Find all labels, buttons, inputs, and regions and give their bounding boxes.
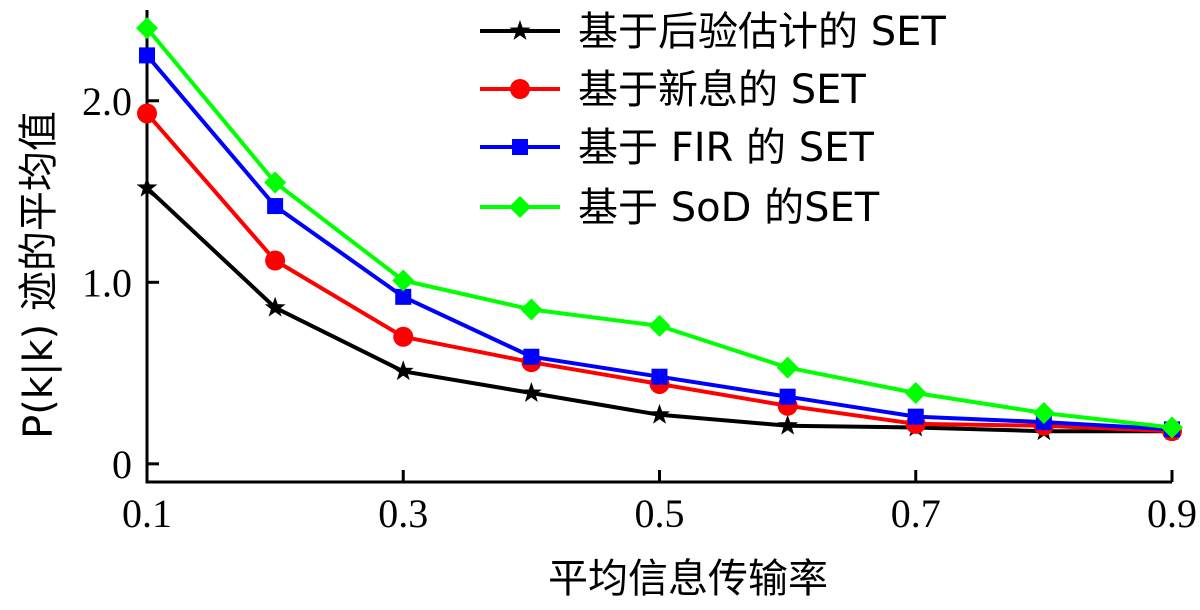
- legend-item: 基于 FIR 的 SET: [480, 125, 874, 171]
- data-point: [523, 348, 540, 365]
- data-point: [1161, 416, 1183, 439]
- y-tick-label: 2.0: [82, 79, 132, 124]
- data-point: [392, 360, 414, 381]
- legend-label: 基于新息的 SET: [578, 67, 866, 113]
- legend-swatch-marker: [509, 196, 531, 218]
- data-point: [265, 250, 286, 271]
- data-point: [779, 388, 796, 405]
- legend-swatch-marker: [510, 79, 530, 99]
- data-point: [392, 269, 415, 292]
- data-point: [1032, 402, 1055, 425]
- data-point: [395, 288, 412, 305]
- legend-swatch-marker: [509, 20, 531, 40]
- x-tick-label: 0.5: [635, 491, 685, 536]
- data-point: [136, 17, 158, 40]
- y-tick-label: 0: [112, 442, 132, 487]
- data-point: [139, 47, 155, 64]
- data-point: [520, 298, 543, 321]
- data-point: [267, 198, 284, 215]
- data-point: [649, 403, 670, 424]
- x-axis-title: 平均信息传输率: [548, 556, 828, 602]
- x-ticks: 0.1 0.3 0.5 0.7 0.9: [122, 470, 1197, 536]
- legend-item: 基于 SoD 的SET: [480, 185, 880, 231]
- series-layer: [136, 17, 1183, 442]
- data-point: [264, 296, 286, 317]
- x-tick-label: 0.1: [122, 491, 172, 536]
- y-axis-title: P(k|k) 迹的平均值: [16, 111, 62, 439]
- data-point: [137, 103, 157, 124]
- x-tick-label: 0.7: [891, 491, 941, 536]
- series-diamond: [136, 17, 1183, 439]
- x-tick-label: 0.9: [1147, 491, 1197, 536]
- data-point: [776, 356, 799, 379]
- legend: 基于后验估计的 SET 基于新息的 SET 基于 FIR 的 SET 基于 SoD 的…: [480, 9, 946, 231]
- y-ticks: 0 1.0 2.0: [82, 79, 159, 487]
- legend-label: 基于后验估计的 SET: [578, 9, 946, 55]
- y-tick-label: 1.0: [82, 260, 132, 305]
- x-tick-label: 0.3: [378, 491, 428, 536]
- legend-label: 基于 FIR 的 SET: [578, 125, 874, 171]
- data-point: [136, 176, 158, 197]
- data-point: [907, 408, 924, 425]
- legend-swatch-marker: [512, 139, 528, 155]
- data-point: [651, 368, 668, 385]
- data-point: [520, 382, 542, 402]
- data-point: [904, 382, 927, 405]
- legend-label: 基于 SoD 的SET: [578, 185, 880, 231]
- data-point: [648, 314, 671, 337]
- legend-item: 基于新息的 SET: [480, 67, 866, 113]
- data-point: [777, 414, 799, 435]
- legend-item: 基于后验估计的 SET: [480, 9, 946, 55]
- data-point: [264, 171, 287, 194]
- data-point: [393, 326, 414, 347]
